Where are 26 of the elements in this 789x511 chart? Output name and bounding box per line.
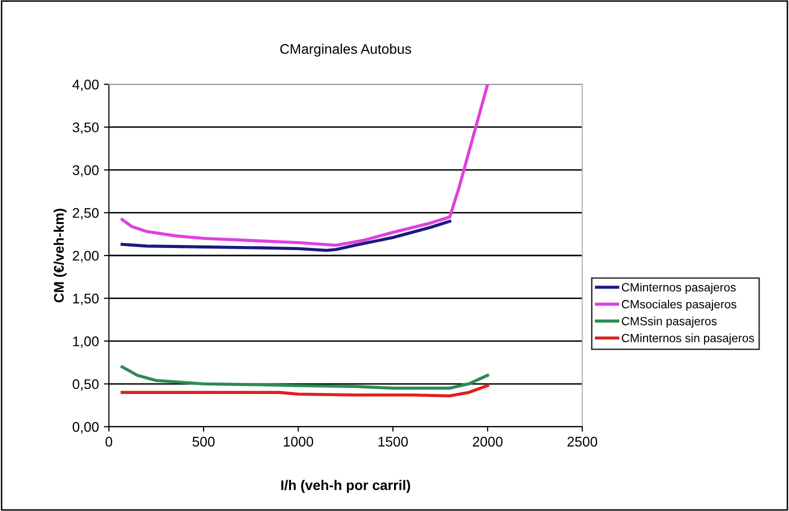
legend-label: CMSsin pasajeros bbox=[622, 316, 717, 328]
y-tick-label: 3,50 bbox=[72, 122, 99, 134]
x-tick-label: 1000 bbox=[284, 436, 314, 447]
x-tick-label: 500 bbox=[192, 436, 215, 447]
line-series bbox=[120, 365, 490, 390]
chart-title: CMarginales Autobus bbox=[280, 44, 412, 57]
x-axis-title: I/h (veh-h por carril) bbox=[281, 480, 410, 493]
legend-label: CMsociales pasajeros bbox=[622, 300, 736, 311]
y-tick-label: 3,00 bbox=[72, 165, 99, 177]
y-tick-label: 1,00 bbox=[73, 336, 99, 348]
y-tick-label: 1,50 bbox=[73, 294, 99, 306]
line-series bbox=[120, 220, 452, 252]
x-tick-label: 0 bbox=[106, 436, 112, 447]
line-series bbox=[120, 384, 490, 398]
y-axis-title: CM (€/veh-km) bbox=[54, 208, 67, 302]
x-tick-label: 2000 bbox=[472, 436, 503, 447]
y-tick-label: 2,00 bbox=[72, 250, 99, 262]
y-tick-label: 2,50 bbox=[72, 208, 99, 220]
y-tick-label: 0,00 bbox=[72, 422, 99, 434]
line-series bbox=[120, 84, 490, 247]
y-tick-label: 4,00 bbox=[72, 80, 99, 92]
x-tick-label: 2500 bbox=[568, 436, 598, 447]
y-tick-label: 0,50 bbox=[72, 379, 99, 391]
legend-label: CMinternos pasajeros bbox=[622, 282, 736, 294]
x-tick-label: 1500 bbox=[378, 436, 408, 447]
legend-label: CMinternos sin pasajeros bbox=[622, 334, 754, 345]
